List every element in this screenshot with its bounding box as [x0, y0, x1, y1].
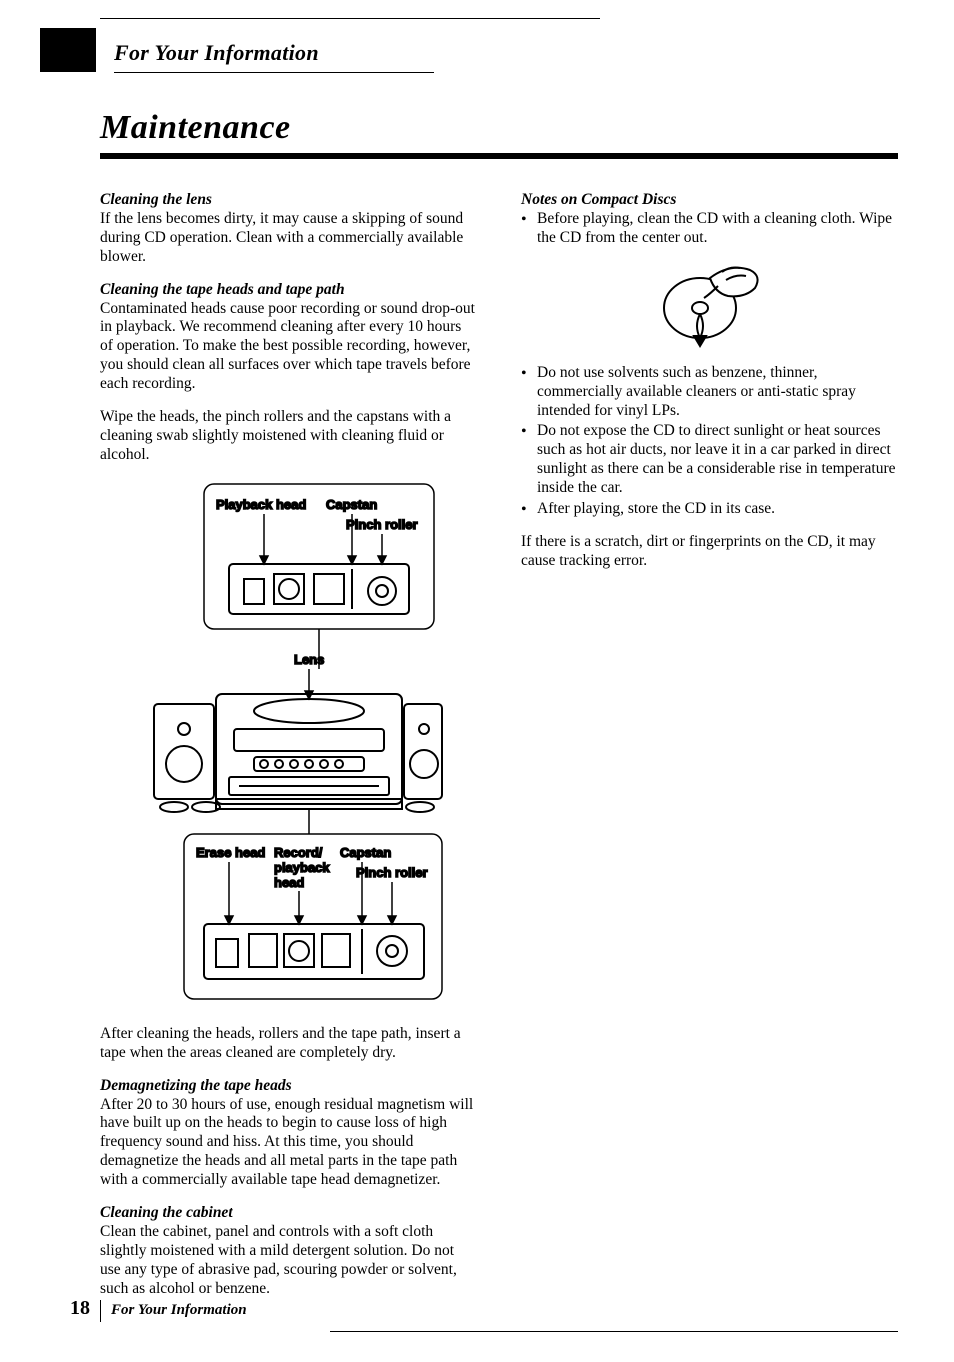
- page-footer: 18 For Your Information: [70, 1297, 247, 1322]
- label-capstan2: Capstan: [340, 845, 391, 860]
- left-column: Cleaning the lens If the lens becomes di…: [100, 187, 477, 1313]
- right-column: Notes on Compact Discs Before playing, c…: [521, 187, 898, 1313]
- footer-rule: [330, 1331, 898, 1332]
- cd-wipe-diagram: [650, 258, 770, 348]
- section-label: For Your Information: [114, 28, 898, 66]
- label-erase-head: Erase head: [196, 845, 265, 860]
- cd-notes-list: Before playing, clean the CD with a clea…: [521, 210, 898, 248]
- label-lens: Lens: [294, 652, 324, 667]
- heading-cabinet: Cleaning the cabinet: [100, 1204, 477, 1223]
- footer-label: For Your Information: [111, 1302, 247, 1318]
- heading-tape-heads: Cleaning the tape heads and tape path: [100, 281, 477, 300]
- label-head: head: [274, 875, 304, 890]
- list-item: Do not expose the CD to direct sunlight …: [521, 422, 898, 498]
- section-header: For Your Information: [100, 28, 898, 73]
- top-hairline: [100, 18, 600, 19]
- page-number: 18: [70, 1297, 90, 1319]
- tape-path-diagram: Playback head Capstan Pinch roller: [134, 479, 444, 1009]
- para-cd-closing: If there is a scratch, dirt or fingerpri…: [521, 533, 898, 571]
- label-playback-head: Playback head: [216, 497, 306, 512]
- para-cleaning-lens: If the lens becomes dirty, it may cause …: [100, 210, 477, 267]
- label-playback: playback: [274, 860, 330, 875]
- footer-separator: [100, 1300, 102, 1322]
- label-capstan: Capstan: [326, 497, 377, 512]
- para-cabinet: Clean the cabinet, panel and controls wi…: [100, 1223, 477, 1299]
- page-title: Maintenance: [100, 109, 898, 147]
- label-record: Record/: [274, 845, 323, 860]
- list-item: Before playing, clean the CD with a clea…: [521, 210, 898, 248]
- para-tape-heads-3: After cleaning the heads, rollers and th…: [100, 1025, 477, 1063]
- label-pinch-roller2: Pinch roller: [356, 865, 428, 880]
- heading-demagnetizing: Demagnetizing the tape heads: [100, 1077, 477, 1096]
- two-column-layout: Cleaning the lens If the lens becomes di…: [100, 187, 898, 1313]
- label-pinch-roller: Pinch roller: [346, 517, 418, 532]
- para-demagnetizing: After 20 to 30 hours of use, enough resi…: [100, 1096, 477, 1191]
- heading-notes-cd: Notes on Compact Discs: [521, 191, 898, 210]
- page-content: For Your Information Maintenance Cleanin…: [0, 0, 954, 1353]
- list-item: Do not use solvents such as benzene, thi…: [521, 364, 898, 421]
- list-item: After playing, store the CD in its case.: [521, 500, 898, 519]
- heading-cleaning-lens: Cleaning the lens: [100, 191, 477, 210]
- cd-notes-list-2: Do not use solvents such as benzene, thi…: [521, 364, 898, 519]
- title-rule: [100, 153, 898, 159]
- corner-block: [40, 28, 96, 72]
- para-tape-heads-2: Wipe the heads, the pinch rollers and th…: [100, 408, 477, 465]
- para-tape-heads-1: Contaminated heads cause poor recording …: [100, 300, 477, 395]
- section-underline: [114, 72, 434, 73]
